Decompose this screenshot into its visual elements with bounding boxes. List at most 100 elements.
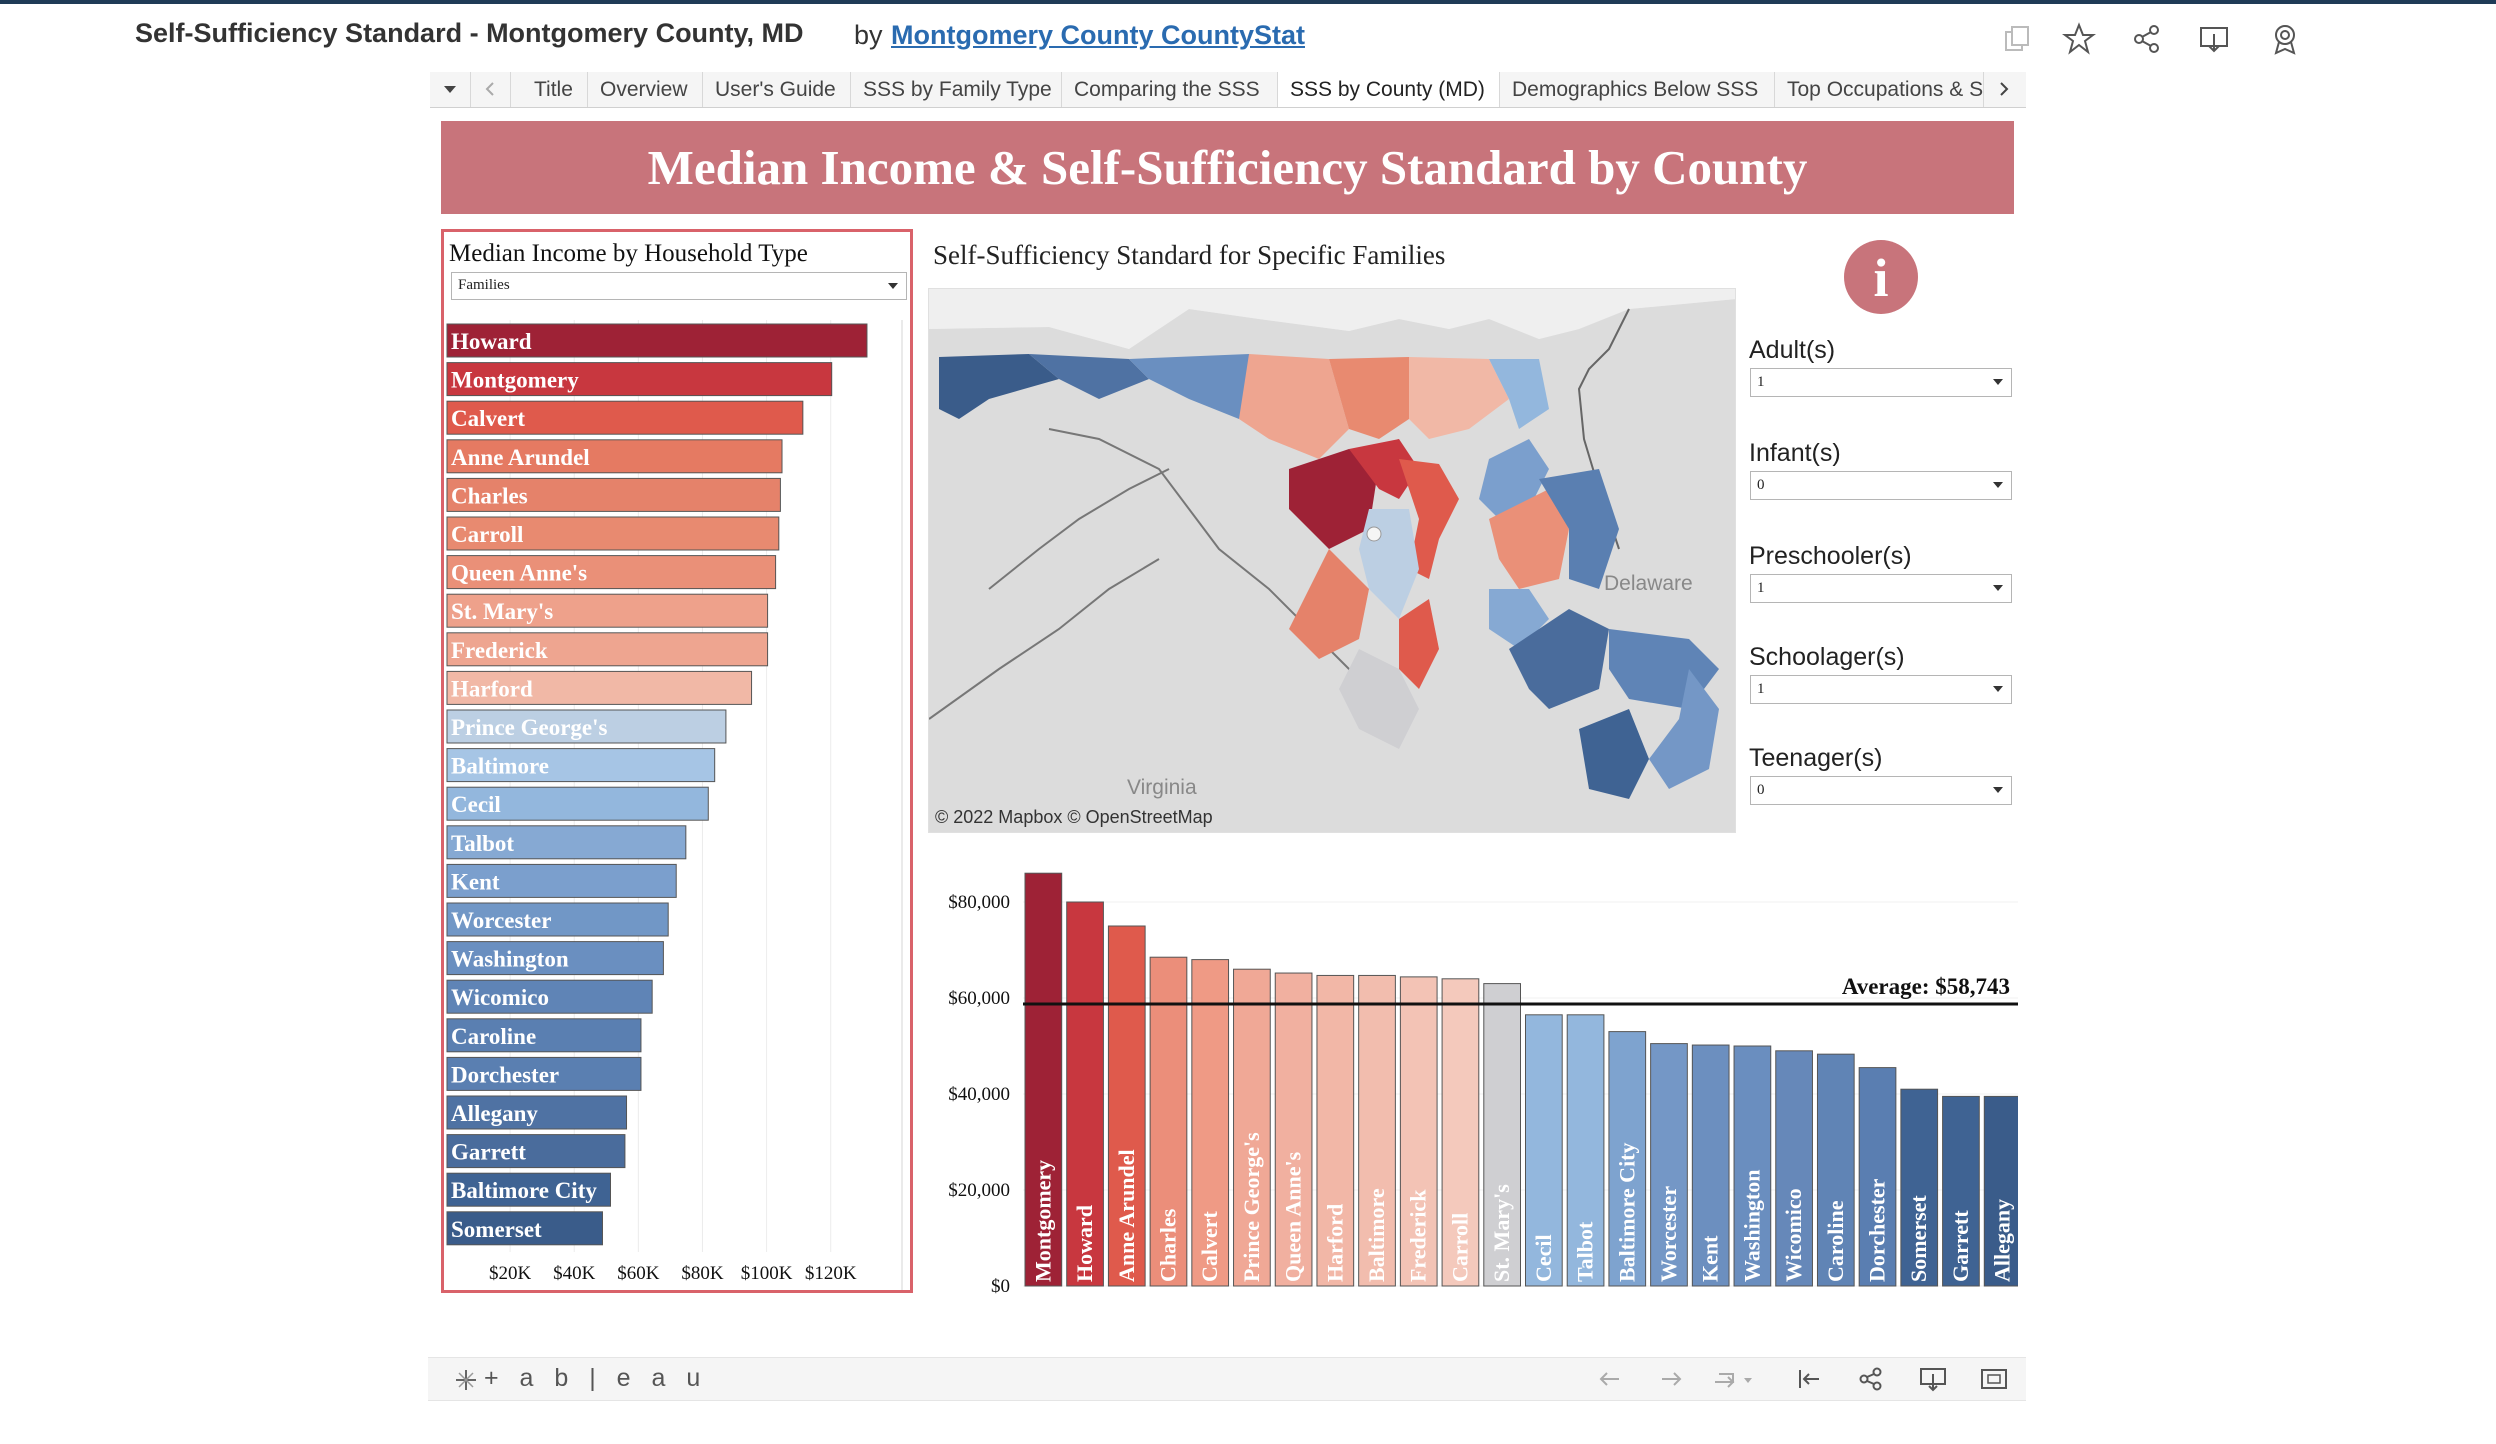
vbar-montgomery[interactable] bbox=[1024, 872, 1063, 1287]
hbar-dorchester[interactable] bbox=[446, 1056, 642, 1091]
vbar-label-howard: Howard bbox=[1072, 1205, 1097, 1282]
infants-select[interactable]: 0 bbox=[1750, 471, 2012, 500]
county-map[interactable]: Delaware Virginia © 2022 Mapbox © OpenSt… bbox=[928, 288, 1736, 833]
vbar-garrett[interactable] bbox=[1942, 1095, 1980, 1287]
hbar-worcester[interactable] bbox=[446, 902, 669, 937]
hbar-howard[interactable] bbox=[446, 323, 868, 358]
county-montgomery bbox=[1289, 449, 1379, 549]
vbar-label-caroline: Caroline bbox=[1823, 1200, 1848, 1282]
vbar-howard[interactable] bbox=[1066, 901, 1104, 1287]
tableau-logo-icon bbox=[456, 1370, 476, 1390]
adults-label: Adult(s) bbox=[1749, 336, 1836, 364]
badge-icon[interactable] bbox=[2268, 22, 2302, 56]
vbar-prince-george-s[interactable] bbox=[1233, 968, 1271, 1287]
county-washington bbox=[1129, 354, 1269, 419]
hbar-garrett[interactable] bbox=[446, 1134, 626, 1169]
vbar-frederick[interactable] bbox=[1399, 976, 1438, 1287]
vbar-baltimore-city[interactable] bbox=[1608, 1031, 1647, 1287]
download-icon[interactable] bbox=[1918, 1364, 1948, 1394]
vbar-queen-anne-s[interactable] bbox=[1274, 972, 1313, 1287]
hbar-calvert[interactable] bbox=[446, 400, 804, 435]
vbar-dorchester[interactable] bbox=[1858, 1067, 1897, 1287]
vbar-anne-arundel[interactable] bbox=[1107, 925, 1146, 1287]
vbar-carroll[interactable] bbox=[1441, 978, 1480, 1287]
hbar-baltimore-city[interactable] bbox=[446, 1172, 611, 1207]
vbar-kent[interactable] bbox=[1691, 1044, 1730, 1287]
vbar-washington[interactable] bbox=[1733, 1045, 1772, 1287]
hbar-label-anne-arundel: Anne Arundel bbox=[451, 445, 590, 470]
download-icon[interactable] bbox=[2197, 22, 2231, 56]
vbar-talbot[interactable] bbox=[1566, 1014, 1605, 1287]
adults-select[interactable]: 1 bbox=[1750, 368, 2012, 397]
vbar-allegany[interactable] bbox=[1983, 1095, 2018, 1287]
tab-title[interactable]: Title bbox=[522, 72, 588, 107]
hbar-montgomery[interactable] bbox=[446, 362, 833, 397]
hbar-label-caroline: Caroline bbox=[451, 1024, 536, 1049]
vbar-label-baltimore: Baltimore bbox=[1364, 1188, 1389, 1282]
hbar-allegany[interactable] bbox=[446, 1095, 628, 1130]
vbar-somerset[interactable] bbox=[1900, 1088, 1939, 1287]
hbar-frederick[interactable] bbox=[446, 632, 769, 667]
vbar-charles[interactable] bbox=[1149, 956, 1188, 1287]
vbar-label-anne-arundel: Anne Arundel bbox=[1114, 1149, 1139, 1282]
tab-scroll-right-button[interactable] bbox=[1984, 72, 2024, 107]
hbar-queen-anne-s[interactable] bbox=[446, 555, 777, 590]
reset-icon[interactable] bbox=[1794, 1364, 1824, 1394]
vbar-cecil[interactable] bbox=[1525, 1014, 1563, 1287]
schoolagers-select[interactable]: 1 bbox=[1750, 675, 2012, 704]
vbar-harford[interactable] bbox=[1316, 974, 1355, 1287]
hbar-prince-george-s[interactable] bbox=[446, 709, 727, 744]
county-queen-annes bbox=[1489, 489, 1569, 589]
hbar-tick-label: $20K bbox=[489, 1263, 532, 1284]
tab-sss-by-family-type[interactable]: SSS by Family Type bbox=[851, 72, 1062, 107]
vbar-baltimore[interactable] bbox=[1358, 974, 1396, 1287]
hbar-carroll[interactable] bbox=[446, 516, 780, 551]
schoolagers-value: 1 bbox=[1757, 681, 1765, 697]
hbar-charles[interactable] bbox=[446, 477, 781, 512]
teenagers-select[interactable]: 0 bbox=[1750, 776, 2012, 805]
county-garrett bbox=[939, 354, 1059, 419]
household-type-select[interactable]: Families bbox=[451, 272, 907, 300]
revert-icon[interactable] bbox=[1711, 1364, 1755, 1394]
star-icon[interactable] bbox=[2062, 22, 2096, 56]
tab-scroll-left-button[interactable] bbox=[470, 72, 511, 107]
caret-down-icon bbox=[1993, 686, 2003, 692]
tab-demographics-below-sss[interactable]: Demographics Below SSS bbox=[1500, 72, 1775, 107]
hbar-wicomico[interactable] bbox=[446, 979, 653, 1014]
hbar-somerset[interactable] bbox=[446, 1211, 603, 1246]
hbar-baltimore[interactable] bbox=[446, 748, 716, 783]
redo-icon[interactable] bbox=[1656, 1364, 1686, 1394]
vbar-wicomico[interactable] bbox=[1775, 1050, 1813, 1287]
hbar-caroline[interactable] bbox=[446, 1018, 642, 1053]
vbar-label-kent: Kent bbox=[1698, 1235, 1723, 1282]
hbar-label-howard: Howard bbox=[451, 329, 532, 354]
hbar-anne-arundel[interactable] bbox=[446, 439, 783, 474]
hbar-kent[interactable] bbox=[446, 863, 677, 898]
preschoolers-select[interactable]: 1 bbox=[1750, 574, 2012, 603]
share-icon[interactable] bbox=[1856, 1364, 1886, 1394]
vbar-caroline[interactable] bbox=[1816, 1053, 1855, 1287]
tab-users-guide[interactable]: User's Guide bbox=[703, 72, 851, 107]
vbar-st-mary-s[interactable] bbox=[1483, 983, 1522, 1287]
hbar-talbot[interactable] bbox=[446, 825, 687, 860]
map-title: Self-Sufficiency Standard for Specific F… bbox=[933, 240, 1446, 270]
hbar-harford[interactable] bbox=[446, 670, 753, 705]
vbar-worcester[interactable] bbox=[1650, 1043, 1688, 1287]
vbar-calvert[interactable] bbox=[1191, 959, 1230, 1287]
hbar-washington[interactable] bbox=[446, 941, 664, 976]
tab-top-occupations[interactable]: Top Occupations & S bbox=[1775, 72, 1984, 107]
tab-overview[interactable]: Overview bbox=[588, 72, 703, 107]
hbar-st-mary-s[interactable] bbox=[446, 593, 769, 628]
info-icon[interactable]: i bbox=[1844, 240, 1918, 314]
caret-down-icon bbox=[1993, 787, 2003, 793]
undo-icon[interactable] bbox=[1595, 1364, 1625, 1394]
county-calvert bbox=[1399, 599, 1439, 689]
tab-menu-button[interactable] bbox=[430, 72, 471, 107]
copy-icon[interactable] bbox=[2000, 22, 2034, 56]
share-icon[interactable] bbox=[2130, 22, 2164, 56]
author-link[interactable]: Montgomery County CountyStat bbox=[891, 20, 1305, 50]
fullscreen-icon[interactable] bbox=[1979, 1364, 2009, 1394]
hbar-cecil[interactable] bbox=[446, 786, 709, 821]
tab-comparing-the-sss[interactable]: Comparing the SSS bbox=[1062, 72, 1278, 107]
tab-sss-by-county[interactable]: SSS by County (MD) bbox=[1278, 72, 1500, 107]
